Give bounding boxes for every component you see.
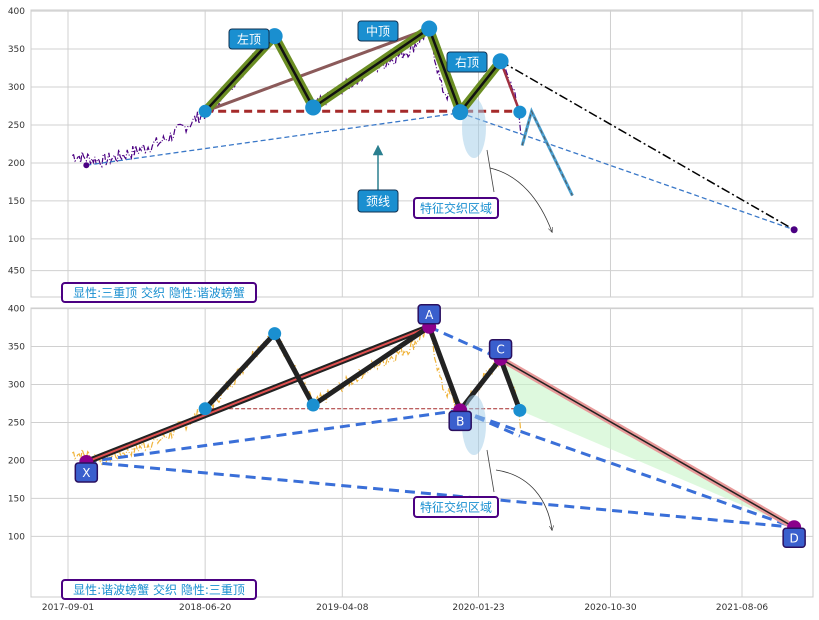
- pivot-point: [513, 403, 527, 417]
- pivot-point: [266, 28, 283, 45]
- note-bottom: 显性:谐波螃蟹 交织 隐性:三重顶: [61, 579, 257, 600]
- pivot-point: [305, 99, 322, 116]
- harmonic-label: C: [496, 343, 504, 357]
- bottom-chart-panel: 100 150 200 250 300 350 400 450 X A B C D 特征交织区域 显性…: [8, 267, 814, 600]
- pivot-point: [198, 104, 212, 118]
- harmonic-label-box: [448, 410, 472, 432]
- end-point-dot: [790, 226, 798, 234]
- cd-leg-black: [500, 358, 795, 528]
- harmonic-label-box: [782, 527, 806, 549]
- y-tick-label: 150: [8, 197, 25, 207]
- y-tick-label: 300: [8, 381, 25, 391]
- harmonic-label-box: [417, 304, 441, 325]
- harmonic-dashed-leg: [86, 460, 795, 529]
- bottom-y-tick-labels: 100 150 200 250 300 350 400 450: [8, 267, 25, 543]
- top-price-series: [71, 23, 522, 169]
- y-tick-label: 350: [8, 343, 25, 353]
- tag-neckline: 颈线: [357, 144, 399, 213]
- y-tick-label: 400: [8, 305, 25, 315]
- harmonic-label: A: [425, 308, 434, 322]
- note-top: 显性:三重顶 交织 隐性:谐波螃蟹: [61, 282, 257, 303]
- price-line: [71, 320, 522, 466]
- pivot-point: [452, 104, 469, 121]
- dashed-blue-line-2: [459, 112, 795, 231]
- x-tick-label: 2019-04-08: [316, 603, 369, 613]
- neckline-label: 颈线: [366, 195, 390, 209]
- harmonic-dashed-legs: [86, 325, 795, 529]
- pivot-point: [198, 402, 212, 416]
- y-tick-label: 450: [8, 267, 25, 277]
- y-tick-label: 250: [8, 121, 25, 131]
- harmonic-dashed-leg: [459, 408, 521, 438]
- pivot-point: [513, 105, 527, 119]
- left-top-label: 左顶: [237, 32, 261, 47]
- y-tick-label: 350: [8, 45, 25, 55]
- x-tick-label: 2020-10-30: [584, 603, 637, 613]
- pivot-point: [421, 20, 438, 37]
- tag-left-top: 左顶: [228, 28, 270, 50]
- y-tick-label: 300: [8, 83, 25, 93]
- mid-top-label: 中顶: [366, 24, 390, 39]
- pivot-point: [306, 398, 320, 412]
- tag-right-top: 右顶: [446, 51, 488, 73]
- harmonic-label: X: [82, 466, 90, 480]
- zigzag-tail-red: [499, 60, 522, 113]
- x-tick-label: 2021-08-06: [716, 603, 769, 613]
- harmonic-dashed-leg: [459, 408, 795, 529]
- x-tick-label: 2020-01-23: [452, 603, 504, 613]
- bottom-pivot-points: [198, 327, 527, 417]
- pivot-point: [492, 53, 509, 70]
- x-tick-label: 2018-06-20: [179, 603, 232, 613]
- feature-zone-label-bottom: 特征交织区域: [420, 500, 492, 515]
- xa-leg-inner: [85, 325, 430, 463]
- pivot-point: [268, 327, 282, 341]
- panel-note-top: 显性:三重顶 交织 隐性:谐波螃蟹: [73, 285, 245, 300]
- harmonic-label-box: [488, 338, 513, 360]
- bottom-highlight-ellipse: [462, 395, 486, 455]
- start-point-dot: [83, 162, 90, 169]
- y-tick-label: 400: [8, 7, 25, 17]
- x-tick-labels: 2017-09-01 2018-06-20 2019-04-08 2020-01-23…: [42, 603, 769, 613]
- top-chart-panel: 100 150 200 250 300 350 400 450 左顶 中顶: [8, 7, 814, 303]
- feature-zone-bottom: 特征交织区域: [413, 449, 552, 530]
- top-pivot-points: [198, 20, 527, 121]
- harmonic-label: B: [456, 414, 464, 428]
- x-tick-label: 2017-09-01: [42, 603, 94, 613]
- harmonic-points: X A B C D: [74, 304, 806, 549]
- harmonic-label-box: [74, 462, 99, 483]
- y-tick-label: 250: [8, 418, 25, 428]
- feature-zone-label-top: 特征交织区域: [420, 201, 492, 216]
- tag-mid-top: 中顶: [357, 20, 399, 42]
- black-dashdot-projection: [500, 60, 795, 231]
- harmonic-dashed-leg: [428, 325, 502, 361]
- y-tick-label: 150: [8, 494, 25, 504]
- dashed-blue-line-1: [86, 112, 461, 166]
- harmonic-label: D: [790, 531, 799, 545]
- feature-zone-top: 特征交织区域: [413, 149, 552, 232]
- y-tick-label: 200: [8, 456, 25, 466]
- bottom-price-series: [71, 320, 522, 466]
- blue-projection-path-inner: [521, 109, 573, 196]
- right-top-label: 右顶: [455, 55, 479, 70]
- y-tick-label: 200: [8, 159, 25, 169]
- price-line: [71, 23, 522, 169]
- y-tick-label: 100: [8, 532, 25, 542]
- y-tick-label: 100: [8, 235, 25, 245]
- panel-note-bottom: 显性:谐波螃蟹 交织 隐性:三重顶: [73, 582, 245, 597]
- brown-trendline: [204, 27, 430, 113]
